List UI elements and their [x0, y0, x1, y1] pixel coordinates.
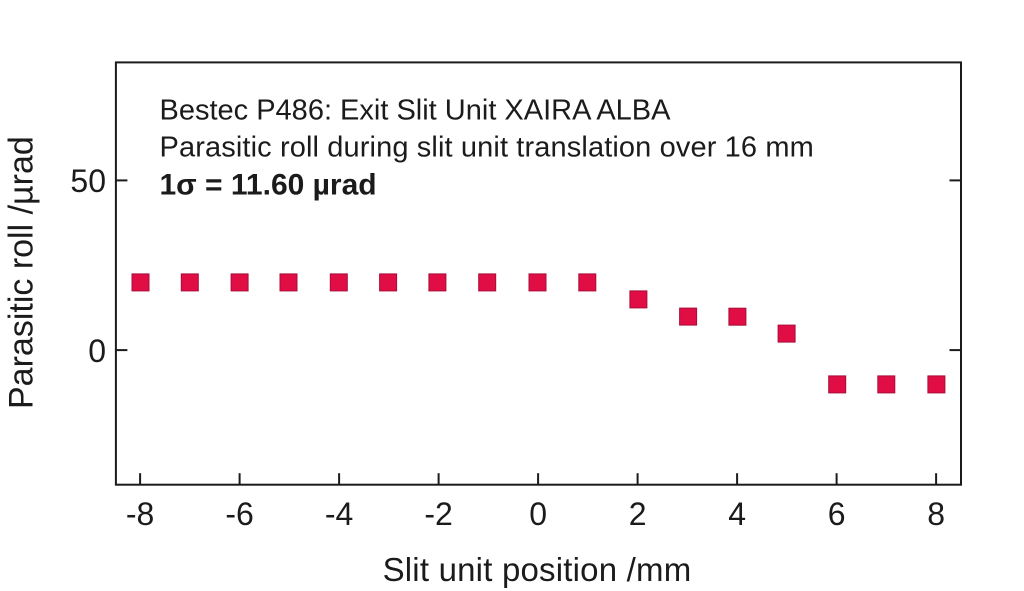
svg-text:8: 8	[927, 496, 945, 532]
svg-text:-2: -2	[424, 496, 452, 532]
svg-text:0: 0	[88, 333, 106, 369]
svg-text:Parasitic roll /µrad: Parasitic roll /µrad	[3, 136, 41, 409]
svg-text:Parasitic roll during slit uni: Parasitic roll during slit unit translat…	[160, 131, 814, 163]
svg-text:-8: -8	[126, 496, 154, 532]
svg-text:50: 50	[70, 163, 106, 199]
svg-text:Bestec P486: Exit Slit Unit XA: Bestec P486: Exit Slit Unit XAIRA ALBA	[160, 95, 672, 127]
svg-text:0: 0	[529, 496, 547, 532]
svg-text:1σ = 11.60 µrad: 1σ = 11.60 µrad	[160, 168, 377, 201]
svg-text:Slit unit position /mm: Slit unit position /mm	[383, 551, 692, 588]
svg-text:-4: -4	[325, 496, 353, 532]
svg-text:-6: -6	[225, 496, 253, 532]
svg-text:4: 4	[728, 496, 746, 532]
svg-text:2: 2	[629, 496, 647, 532]
svg-text:6: 6	[828, 496, 846, 532]
